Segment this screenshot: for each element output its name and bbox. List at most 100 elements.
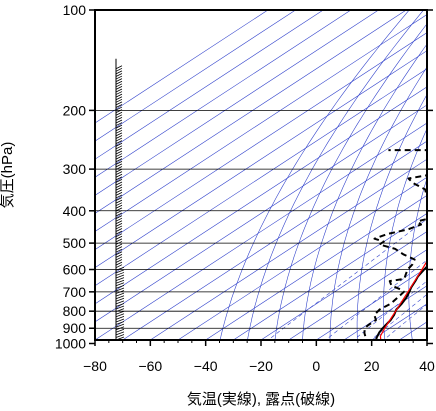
isotherm-line	[288, 249, 427, 340]
wind-barb	[115, 166, 123, 170]
wind-barb	[115, 163, 123, 168]
wind-barb	[115, 122, 123, 126]
wind-barb	[115, 287, 125, 292]
wind-barb	[115, 282, 125, 287]
wind-barb	[115, 248, 123, 253]
isotherm-line	[95, 68, 427, 287]
wind-barb	[115, 142, 123, 147]
wind-barb	[115, 256, 123, 261]
mixing-ratio-line	[370, 293, 427, 340]
isotherm-line	[95, 10, 407, 214]
wind-barb	[115, 191, 123, 196]
x-tick-label: −20	[249, 358, 273, 374]
wind-barb	[115, 70, 123, 75]
wind-barb	[115, 230, 123, 235]
wind-barb	[115, 284, 125, 289]
isotherm-line	[149, 158, 427, 340]
x-tick-label: 40	[419, 358, 435, 374]
wind-barb	[115, 328, 125, 333]
isotherm-line	[343, 285, 427, 340]
wind-barb	[115, 129, 123, 134]
wind-barb	[115, 86, 123, 90]
wind-barb	[115, 308, 125, 312]
isotherm-line	[95, 10, 352, 178]
wind-barb	[115, 228, 123, 232]
mixing-ratio-line	[325, 259, 427, 340]
isotherm-line	[426, 339, 427, 340]
wind-barb	[115, 73, 123, 77]
dry-adiabat-line	[219, 10, 410, 340]
isotherm-line	[122, 140, 427, 340]
wind-barb	[115, 127, 123, 132]
isotherm-line	[260, 231, 427, 340]
wind-barb	[115, 334, 125, 338]
wind-barb	[115, 222, 123, 227]
wind-barb	[115, 160, 123, 165]
wind-barb	[115, 225, 123, 230]
wind-barb	[115, 277, 125, 281]
wind-barb	[115, 140, 123, 145]
wind-barb	[115, 88, 123, 93]
profile-lines	[363, 149, 427, 340]
wind-barb	[115, 264, 123, 269]
y-tick-label: 700	[63, 284, 87, 300]
dry-adiabat-line	[408, 177, 427, 340]
wind-barb	[115, 305, 125, 310]
wind-barb	[115, 197, 123, 201]
wind-barb	[115, 65, 123, 70]
wind-barb	[115, 184, 123, 188]
wind-barb	[115, 155, 123, 160]
wind-barb	[115, 292, 125, 297]
wind-barb	[115, 91, 123, 95]
wind-barb	[115, 75, 123, 80]
wind-barb	[115, 106, 123, 111]
wind-barb	[115, 315, 125, 320]
plot-frame	[94, 9, 428, 341]
wind-barb	[115, 233, 123, 238]
wind-barb	[115, 318, 125, 323]
dry-adiabat-line	[274, 23, 427, 340]
x-tick-label: −80	[83, 358, 107, 374]
isotherm-line	[95, 122, 427, 340]
wind-barb	[115, 313, 125, 318]
wind-barb	[115, 215, 123, 219]
wind-barb	[115, 119, 123, 124]
wind-barb	[115, 321, 125, 325]
isotherm-line	[95, 104, 427, 323]
isotherm-line	[95, 10, 324, 160]
wind-barb	[115, 210, 123, 214]
wind-barb	[115, 114, 123, 119]
wind-barb	[115, 323, 125, 328]
mixing-ratio-line	[353, 280, 427, 340]
wind-barb	[115, 189, 123, 194]
wind-barb	[115, 168, 123, 173]
y-tick-label: 400	[63, 203, 87, 219]
dry-adiabat-line	[302, 43, 427, 340]
wind-barb	[115, 207, 123, 212]
wind-barb	[115, 199, 123, 204]
wind-barb	[115, 194, 123, 199]
wind-barb	[115, 259, 123, 263]
wind-barb	[115, 80, 123, 85]
wind-barb	[115, 67, 123, 72]
parcel-line	[379, 260, 427, 340]
wind-barb	[115, 331, 125, 336]
x-tick-label: 20	[364, 358, 380, 374]
wind-barbs	[115, 58, 125, 340]
isotherm-line	[315, 267, 427, 340]
wind-barb	[115, 117, 123, 121]
wind-barb	[115, 93, 123, 98]
wind-barb	[115, 181, 123, 186]
x-tick-label: −40	[194, 358, 218, 374]
x-tick-label: 0	[312, 358, 320, 374]
dry-adiabat-line	[356, 93, 427, 340]
y-tick-label: 800	[63, 303, 87, 319]
wind-barb	[115, 235, 123, 240]
isotherm-line	[177, 176, 427, 340]
wind-barb	[115, 246, 123, 250]
isotherm-line	[95, 10, 379, 196]
y-tick-label: 1000	[55, 336, 86, 352]
wind-barb	[115, 111, 123, 116]
wind-barb	[115, 148, 123, 152]
